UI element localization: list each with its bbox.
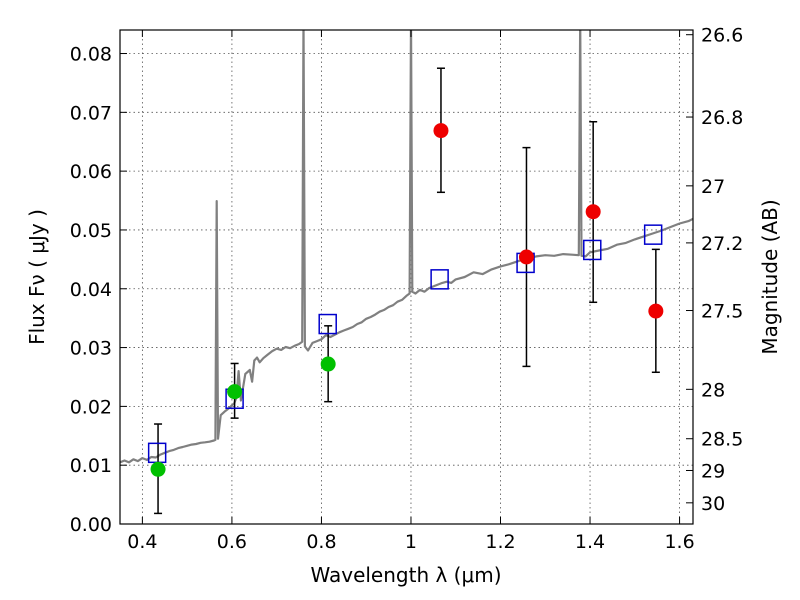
model-photometry-marker [318,313,337,335]
x-tick-label: 0.4 [127,531,157,553]
y2-tick-label: 28.5 [701,429,743,451]
x-tick-label: 0.6 [217,531,247,553]
detection-marker [227,384,243,400]
y2-axis: 26.6 26.8 27 27.2 27.5 28 28.5 29 30 [686,25,743,515]
y-tick-label: 0.03 [70,338,112,360]
data-points [147,123,664,477]
detection-marker [320,356,336,372]
x-tick-label: 1 [405,531,417,553]
model-photometry-marker [583,239,602,261]
y2-tick-label: 30 [701,493,725,515]
upper-limit-marker [648,303,664,319]
x-tick-label: 0.8 [306,531,336,553]
upper-limit-marker [518,249,534,265]
y2-tick-label: 26.6 [701,25,743,47]
x-axis-label: Wavelength λ (μm) [310,563,501,587]
model-photometry-marker [430,269,449,290]
y-axis: 0.00 0.01 0.02 0.03 0.04 0.05 0.06 0.07 0.08 [70,44,127,536]
upper-limit-marker [433,123,449,139]
y-tick-label: 0.00 [70,514,112,536]
y2-tick-label: 28 [701,379,725,401]
detection-marker [150,461,166,477]
x-axis: 0.4 0.6 0.8 1 1.2 1.4 1.6 [127,30,695,553]
y-tick-label: 0.06 [70,161,112,183]
y2-tick-label: 27.2 [701,233,743,255]
y-tick-label: 0.04 [70,279,112,301]
y-tick-label: 0.07 [70,102,112,124]
y-axis-label: Flux Fν ( μJy ) [25,209,49,345]
y2-tick-label: 27 [701,176,725,198]
model-spectrum [120,30,693,464]
spectrum-line [120,30,693,464]
y2-axis-label: Magnitude (AB) [758,199,782,354]
x-tick-label: 1.2 [485,531,515,553]
y2-tick-label: 27.5 [701,301,743,323]
plot-area [120,30,693,524]
y-tick-label: 0.08 [70,44,112,66]
y-tick-label: 0.02 [70,396,112,418]
y-tick-label: 0.05 [70,220,112,242]
upper-limit-marker [585,204,601,220]
x-tick-label: 1.4 [575,531,605,553]
y2-tick-label: 26.8 [701,107,743,129]
x-tick-label: 1.6 [664,531,694,553]
model-photometry-marker [643,224,663,245]
plot-frame [119,29,694,525]
y-tick-label: 0.01 [70,455,112,477]
y2-tick-label: 29 [701,460,725,482]
